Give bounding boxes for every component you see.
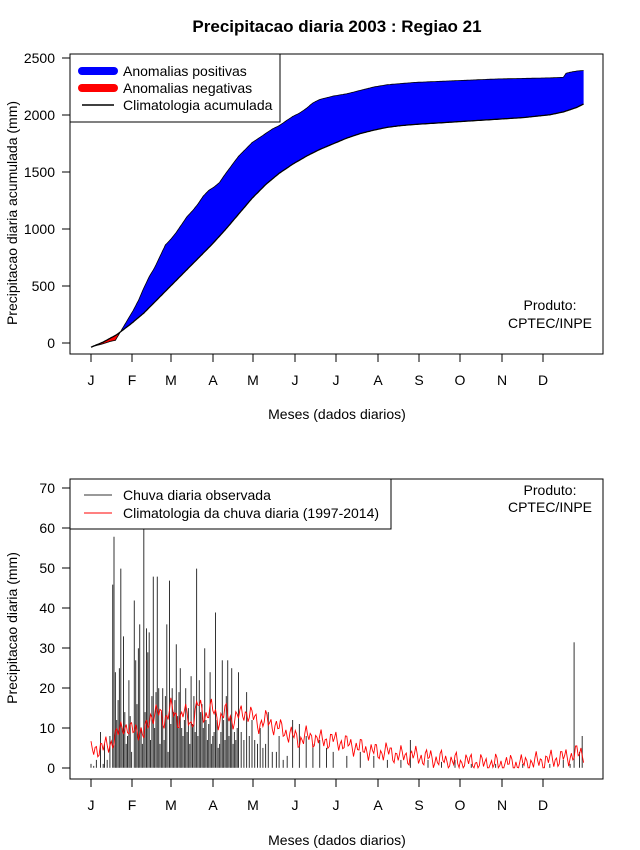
credit-line: Produto: [524, 482, 577, 498]
y-tick-label: 50 [39, 560, 55, 576]
daily-chart-marks [90, 528, 585, 770]
daily-legend: Chuva diaria observada Climatologia da c… [69, 478, 392, 530]
x-tick-label: J [292, 372, 299, 388]
positive-anomaly-area [91, 70, 584, 348]
y-tick-label: 1000 [24, 221, 55, 237]
x-tick-label: A [208, 797, 218, 813]
y-tick-label: 10 [39, 720, 55, 736]
daily-x-axis-title: Meses (dados diarios) [268, 832, 406, 848]
x-tick-label: S [414, 372, 423, 388]
cumulative-y-axis: 0 500 1000 1500 2000 2500 [24, 50, 70, 351]
chart-title: Precipitacao diaria 2003 : Regiao 21 [192, 17, 481, 36]
y-tick-label: 0 [47, 760, 55, 776]
x-tick-label: N [497, 372, 507, 388]
x-tick-label: J [292, 797, 299, 813]
x-tick-label: J [333, 797, 340, 813]
y-tick-label: 0 [47, 335, 55, 351]
daily-x-axis: J F M A M J J A S O N D [88, 778, 548, 813]
x-tick-label: O [455, 372, 466, 388]
x-tick-label: A [373, 797, 383, 813]
x-tick-label: J [88, 797, 95, 813]
cumulative-x-axis: J F M A M J J A S O N D [88, 353, 548, 388]
x-tick-label: J [88, 372, 95, 388]
credit-line: Produto: [524, 297, 577, 313]
y-tick-label: 1500 [24, 164, 55, 180]
daily-y-axis: 0 10 20 30 40 50 60 70 [39, 480, 70, 776]
x-tick-label: F [128, 797, 137, 813]
y-tick-label: 2500 [24, 50, 55, 66]
x-tick-label: F [128, 372, 137, 388]
x-tick-label: M [165, 797, 177, 813]
y-tick-label: 60 [39, 520, 55, 536]
x-tick-label: M [247, 372, 259, 388]
legend-label: Anomalias negativas [123, 80, 252, 96]
cumulative-x-axis-title: Meses (dados diarios) [268, 406, 406, 422]
x-tick-label: N [497, 797, 507, 813]
legend-label: Anomalias positivas [123, 63, 247, 79]
climatology-cumulative-line [90, 103, 584, 348]
y-tick-label: 20 [39, 680, 55, 696]
x-tick-label: J [333, 372, 340, 388]
daily-y-axis-title: Precipitacao diaria (mm) [4, 552, 20, 704]
y-tick-label: 30 [39, 640, 55, 656]
x-tick-label: S [414, 797, 423, 813]
x-tick-label: O [455, 797, 466, 813]
credit-line: CPTEC/INPE [508, 499, 592, 515]
cumulative-chart-marks [90, 70, 584, 348]
x-tick-label: M [165, 372, 177, 388]
x-tick-label: A [208, 372, 218, 388]
x-tick-label: D [538, 797, 548, 813]
cumulative-legend: Anomalias positivas Anomalias negativas … [69, 53, 281, 123]
legend-box [69, 478, 392, 530]
x-tick-label: A [373, 372, 383, 388]
y-tick-label: 70 [39, 480, 55, 496]
observed-cumulative-line [90, 70, 584, 348]
y-tick-label: 2000 [24, 107, 55, 123]
legend-label: Chuva diaria observada [123, 487, 271, 503]
x-tick-label: D [538, 372, 548, 388]
credit-line: CPTEC/INPE [508, 315, 592, 331]
legend-label: Climatologia acumulada [123, 97, 273, 113]
legend-label: Climatologia da chuva diaria (1997-2014) [123, 505, 379, 521]
climatology-daily-line [90, 697, 585, 770]
y-tick-label: 500 [32, 278, 56, 294]
y-tick-label: 40 [39, 600, 55, 616]
cumulative-y-axis-title: Precipitacao diaria acumulada (mm) [4, 101, 20, 325]
x-tick-label: M [247, 797, 259, 813]
